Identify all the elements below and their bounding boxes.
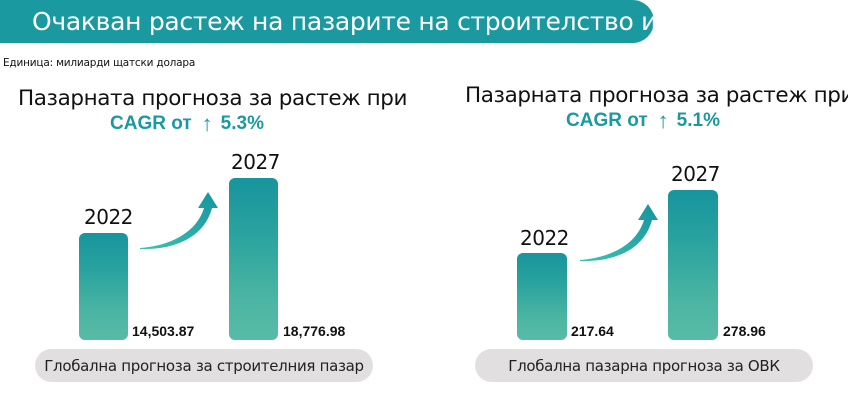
cagr-line: CAGR от ↑ 5.3%: [110, 113, 264, 135]
bar-2027: [668, 190, 718, 340]
panel-label: Глобална прогноза за строителния пазар: [44, 356, 364, 375]
page-title: Очакван растеж на пазарите на строителст…: [32, 7, 719, 36]
bar-2027: [229, 178, 278, 340]
growth-arrow-icon: [140, 192, 218, 250]
panel-label-pill: Глобална прогноза за строителния пазар: [35, 349, 373, 382]
cagr-line: CAGR от ↑ 5.1%: [566, 110, 720, 132]
bar-year-2022: 2022: [84, 205, 133, 229]
cagr-prefix: CAGR от: [566, 110, 648, 131]
bar-value-2022: 14,503.87: [132, 323, 195, 339]
cagr-value: 5.3%: [220, 113, 264, 134]
panel-title: Пазарната прогноза за растеж при: [465, 83, 848, 108]
growth-arrow-icon: [580, 204, 658, 262]
arrow-up-icon: ↑: [201, 111, 213, 136]
panel-title: Пазарната прогноза за растеж при: [18, 86, 408, 111]
unit-label: Единица: милиарди щатски долара: [3, 57, 196, 69]
title-banner: Очакван растеж на пазарите на строителст…: [0, 0, 719, 43]
panel-label-pill: Глобална пазарна прогноза за ОВК: [475, 349, 813, 382]
bar-value-2027: 278.96: [723, 323, 766, 339]
bar-value-2022: 217.64: [571, 323, 614, 339]
cagr-prefix: CAGR от: [110, 113, 192, 134]
bar-year-2022: 2022: [520, 226, 569, 250]
bar-value-2027: 18,776.98: [283, 323, 346, 339]
cagr-value: 5.1%: [676, 110, 720, 131]
bar-2022: [517, 253, 567, 340]
bar-year-2027: 2027: [231, 150, 280, 174]
bar-year-2027: 2027: [671, 162, 720, 186]
panel-label: Глобална пазарна прогноза за ОВК: [508, 356, 780, 375]
bar-2022: [79, 233, 128, 340]
arrow-up-icon: ↑: [657, 108, 669, 133]
